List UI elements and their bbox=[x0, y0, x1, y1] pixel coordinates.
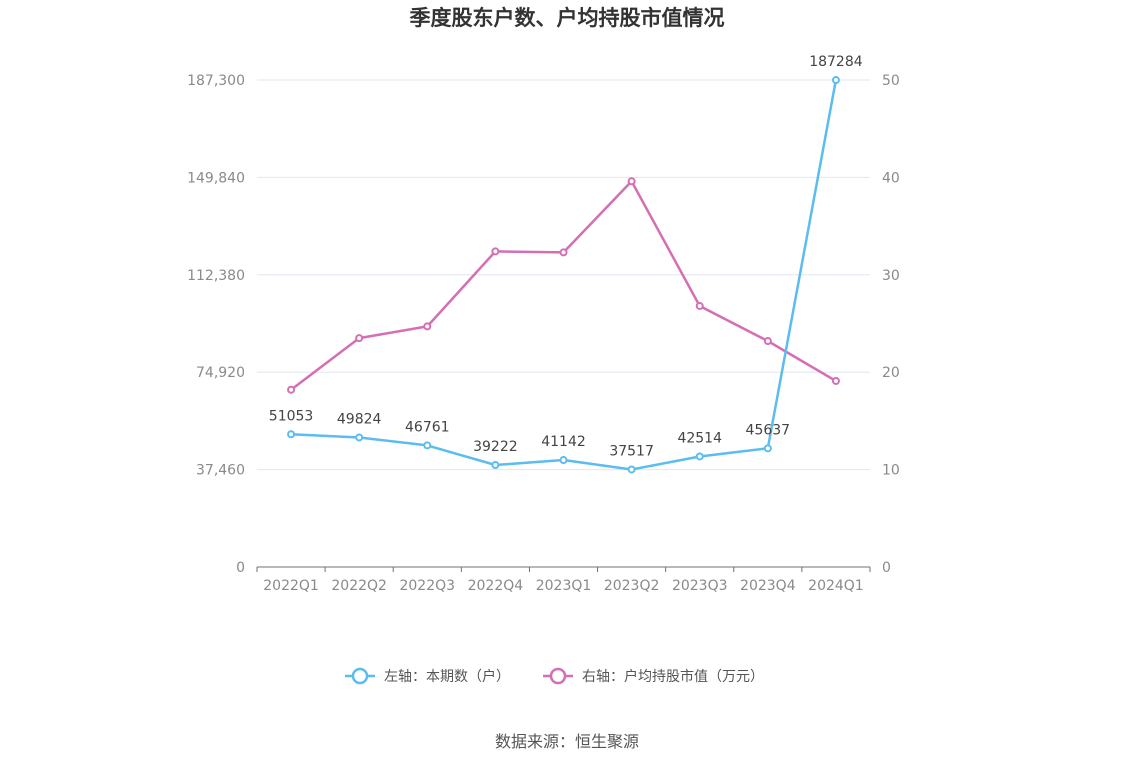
x-axis: 2022Q1 2022Q2 2022Q3 2022Q4 2023Q1 2023Q2 2023… bbox=[256, 566, 871, 594]
data-point[interactable] bbox=[831, 76, 840, 85]
data-label: 41142 bbox=[541, 434, 586, 450]
legend-label: 右轴：户均持股市值（万元） bbox=[582, 668, 764, 685]
left-tick-label: 112,380 bbox=[187, 268, 245, 284]
legend-item[interactable]: 右轴：户均持股市值（万元） bbox=[543, 667, 764, 685]
data-point[interactable] bbox=[287, 385, 296, 394]
left-tick-label: 149,840 bbox=[187, 170, 245, 186]
data-point[interactable] bbox=[627, 465, 636, 474]
series-line bbox=[290, 180, 837, 391]
data-label: 42514 bbox=[677, 430, 722, 446]
x-tick-label: 2023Q4 bbox=[740, 578, 796, 594]
x-tick-label: 2022Q1 bbox=[263, 578, 319, 594]
series-layer: 51053 49824 46761 39222 41142 37517 42514 45637… bbox=[269, 54, 863, 474]
legend-marker-icon bbox=[351, 667, 369, 685]
x-tick-label: 2022Q3 bbox=[399, 578, 455, 594]
left-tick-label: 0 bbox=[236, 560, 245, 576]
data-label: 37517 bbox=[609, 443, 654, 459]
data-label: 46761 bbox=[405, 419, 450, 435]
right-tick-label: 30 bbox=[882, 268, 900, 284]
right-tick-label: 20 bbox=[882, 365, 900, 381]
left-tick-label: 187,300 bbox=[187, 73, 245, 89]
data-point[interactable] bbox=[491, 461, 500, 470]
right-tick-label: 40 bbox=[882, 170, 900, 186]
data-point[interactable] bbox=[559, 456, 568, 465]
data-label: 187284 bbox=[809, 54, 863, 70]
legend-item[interactable]: 左轴：本期数（户） bbox=[345, 667, 510, 685]
data-point[interactable] bbox=[423, 441, 432, 450]
data-point[interactable] bbox=[423, 322, 432, 331]
x-tick-label: 2024Q1 bbox=[808, 578, 864, 594]
x-tick-label: 2023Q2 bbox=[604, 578, 660, 594]
data-point[interactable] bbox=[627, 177, 636, 186]
data-label: 45637 bbox=[746, 422, 791, 438]
data-point[interactable] bbox=[559, 248, 568, 257]
right-tick-label: 10 bbox=[882, 463, 900, 479]
x-tick-label: 2023Q1 bbox=[536, 578, 592, 594]
legend-marker-icon bbox=[549, 667, 567, 685]
data-point[interactable] bbox=[831, 376, 840, 385]
legend-label: 左轴：本期数（户） bbox=[384, 668, 510, 685]
grid-lines bbox=[257, 79, 870, 471]
data-point[interactable] bbox=[695, 301, 704, 310]
left-axis: 0 37,460 74,920 112,380 149,840 187,300 bbox=[187, 73, 245, 576]
data-point[interactable] bbox=[763, 337, 772, 346]
left-tick-label: 74,920 bbox=[196, 365, 245, 381]
right-axis: 0 10 20 30 40 50 bbox=[882, 73, 900, 576]
x-tick-label: 2022Q2 bbox=[331, 578, 387, 594]
data-point[interactable] bbox=[491, 247, 500, 256]
series-holders: 51053 49824 46761 39222 41142 37517 42514 45637… bbox=[269, 54, 863, 474]
data-label: 51053 bbox=[269, 408, 314, 424]
x-tick-label: 2023Q3 bbox=[672, 578, 728, 594]
right-tick-label: 50 bbox=[882, 73, 900, 89]
data-point[interactable] bbox=[695, 452, 704, 461]
chart-title: 季度股东户数、户均持股市值情况 bbox=[410, 6, 725, 30]
data-label: 39222 bbox=[473, 439, 518, 455]
source-note: 数据来源：恒生聚源 bbox=[495, 732, 639, 751]
x-tick-label: 2022Q4 bbox=[468, 578, 524, 594]
data-point[interactable] bbox=[355, 433, 364, 442]
data-point[interactable] bbox=[763, 444, 772, 453]
right-tick-label: 0 bbox=[882, 560, 891, 576]
data-label: 49824 bbox=[337, 411, 382, 427]
series-avg-value bbox=[287, 177, 840, 394]
data-point[interactable] bbox=[287, 430, 296, 439]
data-point[interactable] bbox=[355, 334, 364, 343]
legend[interactable]: 左轴：本期数（户） 右轴：户均持股市值（万元） bbox=[345, 667, 764, 685]
left-tick-label: 37,460 bbox=[196, 463, 245, 479]
